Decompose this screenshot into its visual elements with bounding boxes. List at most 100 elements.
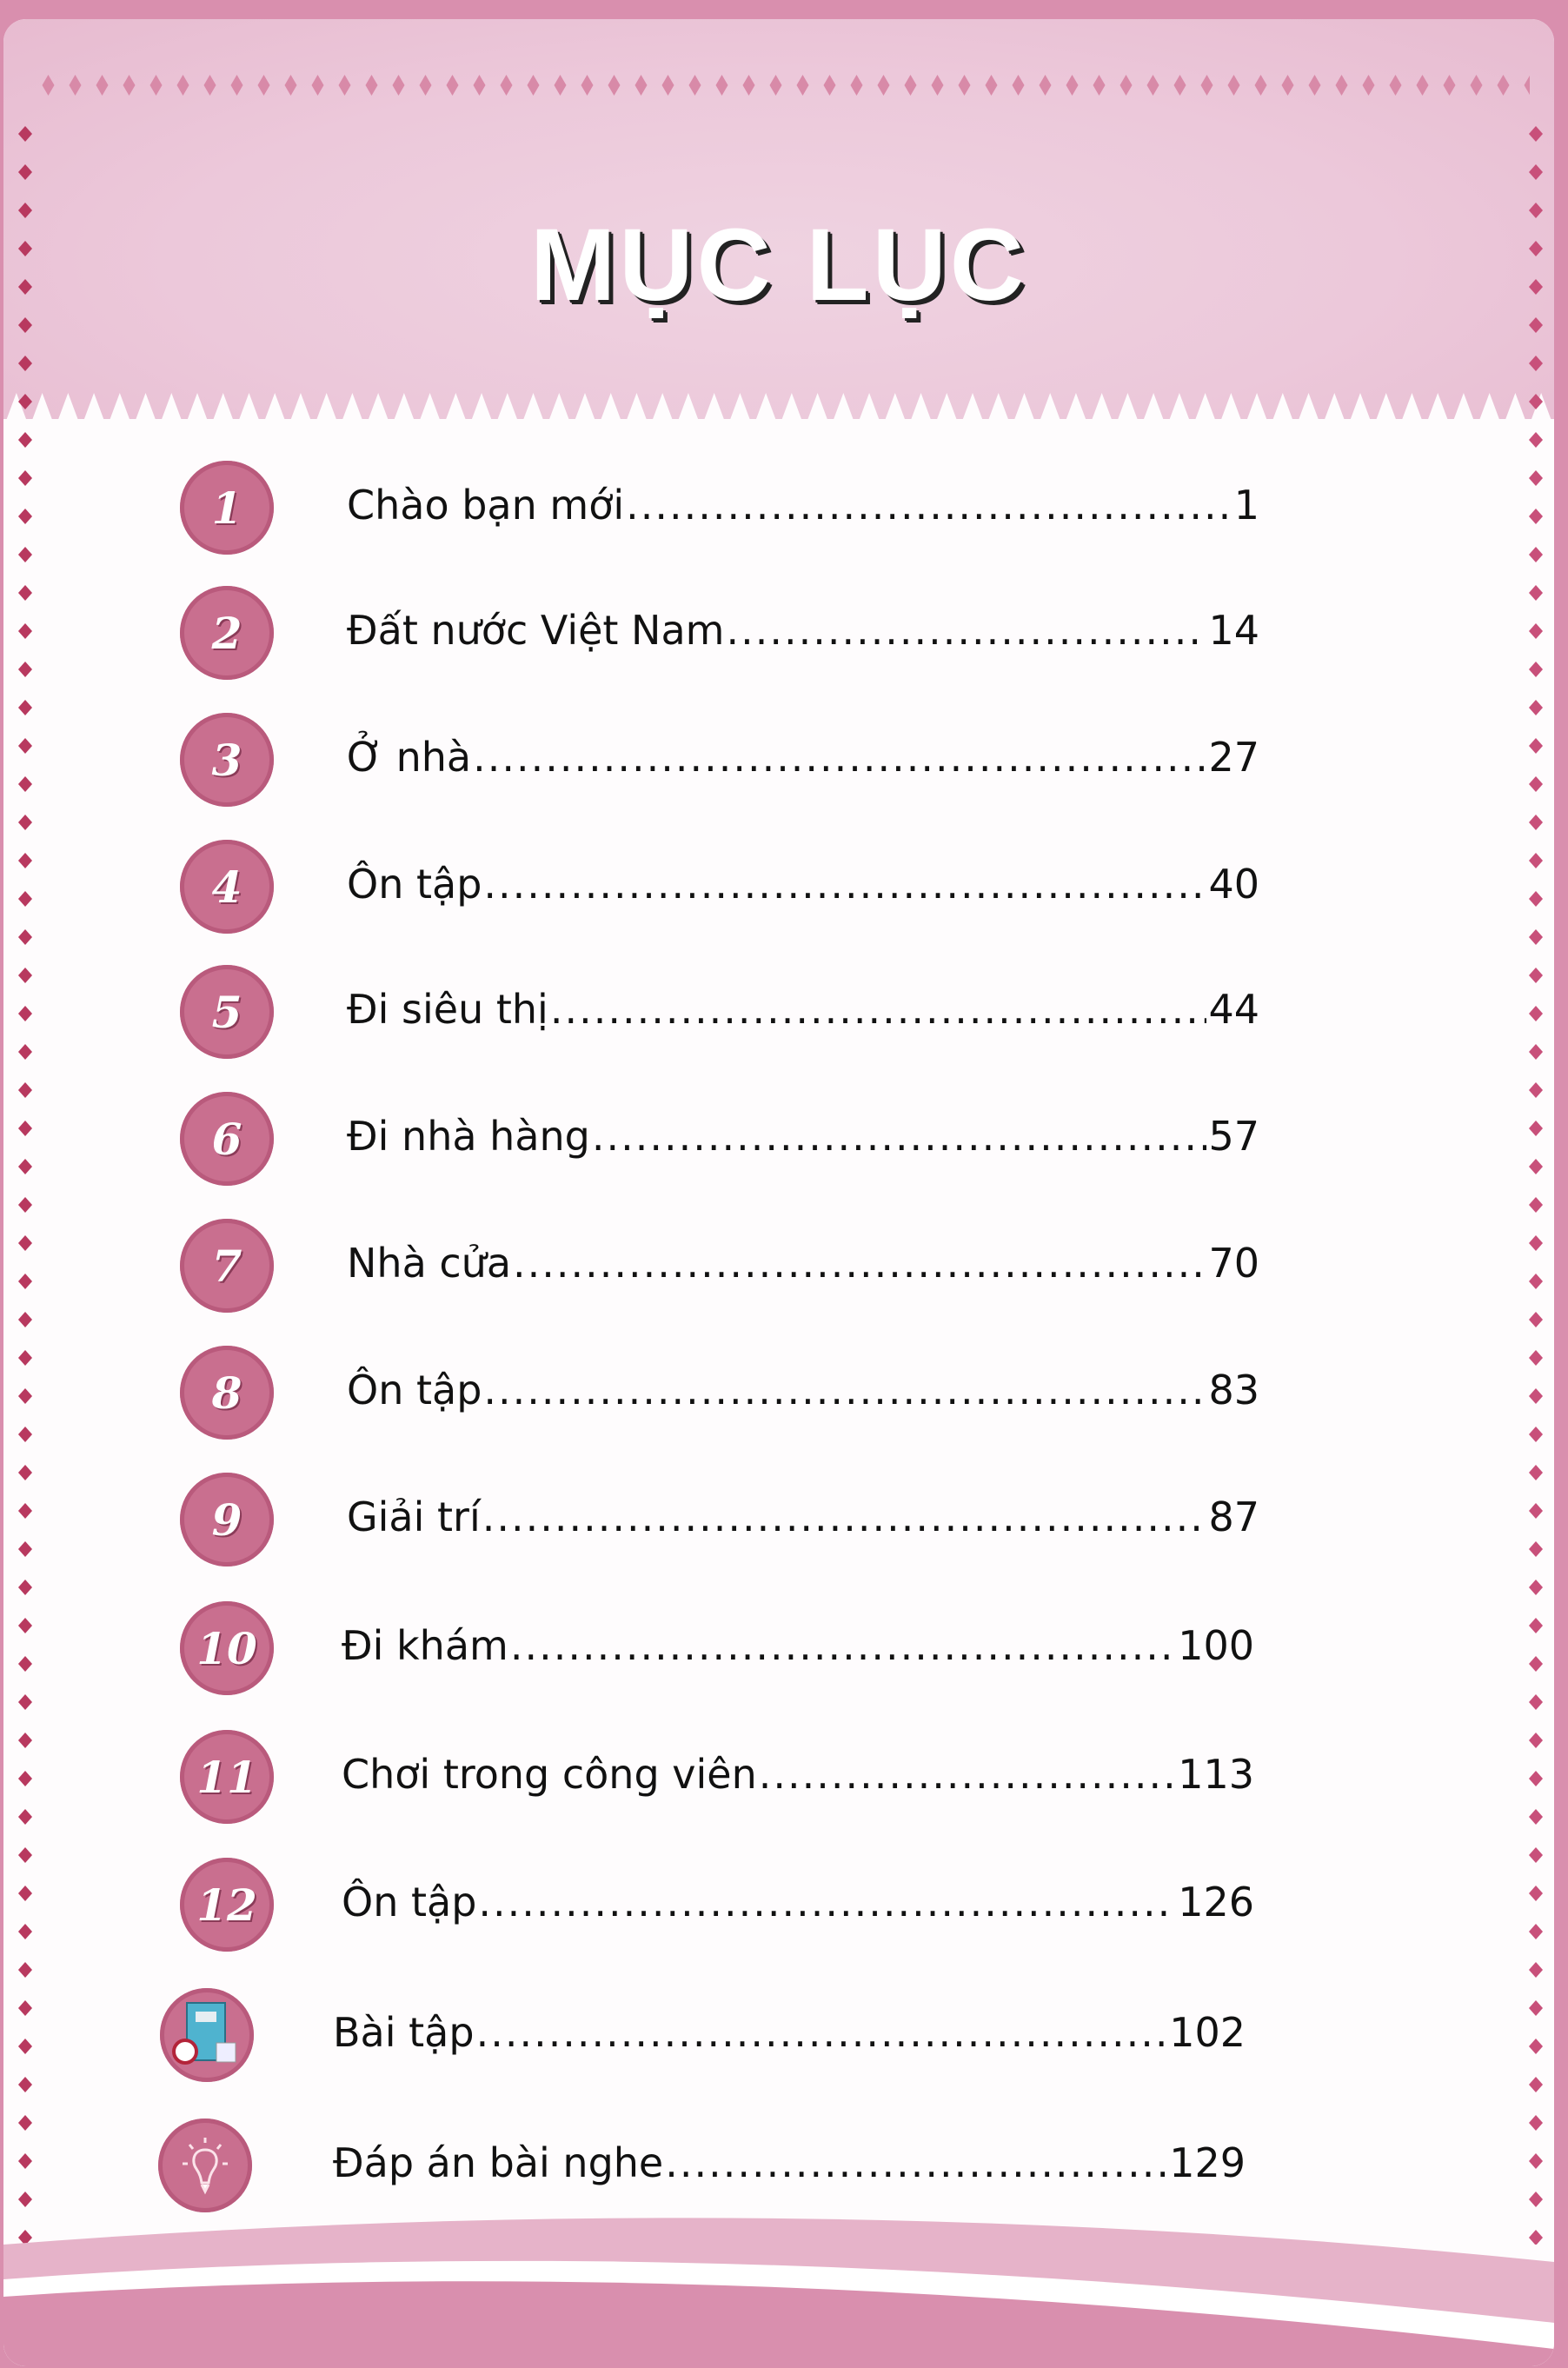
chapter-number: 6 — [211, 1113, 243, 1165]
toc-page: MỤC LỤC 1 Chào bạn mới...................… — [3, 19, 1554, 2366]
page-title: MỤC LỤC — [529, 208, 1028, 323]
diamond-ornament — [1529, 356, 1543, 371]
diamond-ornament — [176, 75, 189, 96]
workbook-icon — [160, 1988, 254, 2082]
entry-page-number[interactable]: 126 — [1178, 1879, 1254, 1926]
entry-page-number[interactable]: 44 — [1208, 986, 1259, 1033]
entry-title[interactable]: Ở nhà — [347, 734, 472, 781]
entry-page-number[interactable]: 14 — [1208, 607, 1259, 654]
entry-title[interactable]: Đáp án bài nghe — [333, 2139, 664, 2186]
entry-title[interactable]: Đi khám — [342, 1622, 508, 1669]
diamond-ornament — [1443, 75, 1456, 96]
diamond-ornament — [688, 75, 701, 96]
chapter-number: 12 — [196, 1879, 257, 1931]
diamond-ornament — [18, 547, 32, 562]
diamond-ornament — [1529, 1656, 1543, 1672]
toc-entry[interactable]: 3 Ở nhà..................................… — [3, 712, 1554, 808]
dot-leader: ........................................… — [475, 2009, 1168, 2056]
diamond-ornament — [1529, 1733, 1543, 1748]
entry-title[interactable]: Bài tập — [333, 2009, 475, 2056]
diamond-ornament — [18, 1006, 32, 1021]
entry-line: Đi nhà hàng.............................… — [347, 1110, 1259, 1162]
diamond-ornament — [18, 853, 32, 868]
entry-line: Ôn tập..................................… — [342, 1876, 1254, 1928]
entry-title[interactable]: Nhà cửa — [347, 1240, 512, 1287]
toc-entry[interactable]: Đáp án bài nghe.........................… — [3, 2118, 1554, 2213]
diamond-ornament — [1529, 1388, 1543, 1404]
diamond-ornament — [18, 1694, 32, 1710]
entry-title[interactable]: Chào bạn mới — [347, 482, 625, 529]
diamond-ornament — [1529, 2039, 1543, 2054]
diamond-ornament — [18, 1044, 32, 1060]
toc-entry[interactable]: 12 Ôn tập................................… — [3, 1857, 1554, 1952]
dot-leader: ........................................… — [483, 1367, 1206, 1413]
diamond-ornament — [18, 1771, 32, 1786]
entry-page-number[interactable]: 102 — [1169, 2009, 1246, 2056]
diamond-ornament — [284, 75, 297, 96]
entry-page-number[interactable]: 1 — [1233, 482, 1259, 529]
toc-entry[interactable]: 9 Giải trí...............................… — [3, 1472, 1554, 1567]
entry-page-number[interactable]: 87 — [1208, 1493, 1259, 1540]
diamond-ornament — [18, 203, 32, 218]
chapter-number: 1 — [211, 482, 243, 534]
diamond-ornament — [1529, 1159, 1543, 1174]
diamond-ornament — [1529, 1082, 1543, 1098]
chapter-number-badge: 7 — [180, 1219, 274, 1313]
toc-entry[interactable]: 6 Đi nhà hàng............................… — [3, 1091, 1554, 1187]
toc-entry[interactable]: 7 Nhà cửa................................… — [3, 1218, 1554, 1314]
diamond-ornament — [18, 241, 32, 256]
entry-line: Giải trí................................… — [347, 1491, 1259, 1543]
chapter-number-badge: 12 — [180, 1858, 274, 1952]
toc-entry[interactable]: 4 Ôn tập.................................… — [3, 839, 1554, 935]
entry-page-number[interactable]: 57 — [1208, 1113, 1259, 1160]
chapter-number: 5 — [211, 986, 243, 1038]
diamond-ornament — [18, 2000, 32, 2016]
chapter-number: 4 — [211, 861, 243, 913]
diamond-ornament — [18, 317, 32, 333]
toc-entry[interactable]: 1 Chào bạn mới...........................… — [3, 460, 1554, 555]
entry-title[interactable]: Ôn tập — [347, 861, 482, 908]
entry-title[interactable]: Giải trí — [347, 1493, 481, 1540]
entry-page-number[interactable]: 27 — [1208, 734, 1259, 781]
entry-title[interactable]: Chơi trong công viên — [342, 1751, 757, 1798]
toc-entry[interactable]: 2 Đất nước Việt Nam......................… — [3, 585, 1554, 681]
entry-page-number[interactable]: 70 — [1208, 1240, 1259, 1287]
diamond-ornament — [1529, 509, 1543, 524]
toc-entry[interactable]: 8 Ôn tập.................................… — [3, 1345, 1554, 1440]
diamond-ornament — [1529, 1809, 1543, 1825]
diamond-border-right — [1529, 126, 1543, 2245]
diamond-ornament — [1529, 1197, 1543, 1213]
entry-line: Ở nhà...................................… — [347, 731, 1259, 783]
entry-title[interactable]: Đi siêu thị — [347, 986, 548, 1033]
entry-line: Đáp án bài nghe.........................… — [333, 2137, 1246, 2189]
entry-page-number[interactable]: 40 — [1208, 861, 1259, 908]
diamond-ornament — [18, 432, 32, 448]
dot-leader: ........................................… — [513, 1240, 1207, 1287]
diamond-ornament — [1529, 623, 1543, 639]
diamond-ornament — [18, 1580, 32, 1595]
entry-page-number[interactable]: 113 — [1178, 1751, 1254, 1798]
entry-title[interactable]: Đi nhà hàng — [347, 1113, 590, 1160]
diamond-ornament — [18, 700, 32, 715]
diamond-ornament — [18, 1465, 32, 1480]
toc-entry[interactable]: 11 Chơi trong công viên..................… — [3, 1729, 1554, 1825]
entry-page-number[interactable]: 129 — [1169, 2139, 1246, 2186]
entry-page-number[interactable]: 83 — [1208, 1367, 1259, 1413]
entry-page-number[interactable]: 100 — [1178, 1622, 1254, 1669]
entry-title[interactable]: Ôn tập — [347, 1367, 482, 1413]
chapter-number-badge: 10 — [180, 1601, 274, 1695]
entry-title[interactable]: Ôn tập — [342, 1879, 477, 1926]
diamond-ornament — [18, 738, 32, 754]
diamond-ornament — [1416, 75, 1429, 96]
toc-entry[interactable]: 10 Đi khám...............................… — [3, 1600, 1554, 1696]
diamond-ornament — [1227, 75, 1240, 96]
diamond-ornament — [1529, 1771, 1543, 1786]
entry-title[interactable]: Đất nước Việt Nam — [347, 607, 725, 654]
entry-line: Ôn tập..................................… — [347, 1364, 1259, 1416]
toc-entry[interactable]: 5 Đi siêu thị............................… — [3, 964, 1554, 1060]
diamond-ornament — [1335, 75, 1348, 96]
entry-line: Đi khám.................................… — [342, 1620, 1254, 1672]
diamond-ornament — [1529, 1235, 1543, 1251]
toc-entry[interactable]: Bài tập.................................… — [3, 1987, 1554, 2083]
diamond-ornament — [1281, 75, 1294, 96]
